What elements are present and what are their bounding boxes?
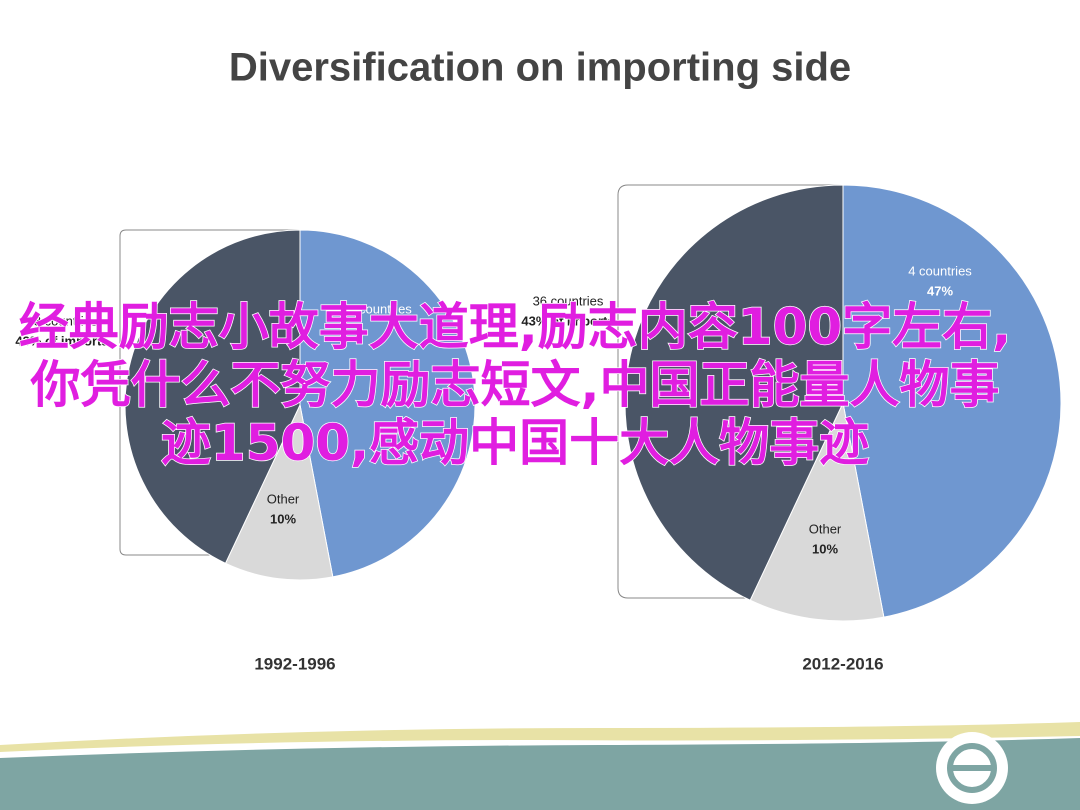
pie-slice bbox=[749, 401, 885, 622]
value-label: 43% of imports bbox=[15, 333, 108, 348]
pie-slice bbox=[842, 184, 1062, 618]
value-label: 10% bbox=[812, 541, 838, 556]
chart-title: 2012-2016 bbox=[802, 654, 883, 673]
pie-slice bbox=[299, 229, 476, 578]
bracket bbox=[119, 229, 300, 556]
slice-label: 4 countries bbox=[908, 263, 972, 278]
slice-label: 3 countries bbox=[348, 301, 412, 316]
chart-title: 1992-1996 bbox=[254, 654, 335, 673]
value-label: 10% bbox=[270, 511, 296, 526]
pie-slice bbox=[624, 184, 844, 601]
slice-label: 18 countries bbox=[27, 313, 98, 328]
slide-title: Diversification on importing side bbox=[229, 46, 851, 90]
bracket bbox=[617, 184, 843, 599]
slice-label: Other bbox=[267, 491, 300, 506]
slice-label: 36 countries bbox=[533, 293, 604, 308]
pie-slice bbox=[224, 403, 334, 581]
overlay-text: 经典励志小故事大道理,励志内容100字左右,你凭什么不努力励志短文,中国正能量人… bbox=[18, 297, 1012, 473]
pie-slice bbox=[124, 229, 301, 565]
value-label: 47% bbox=[927, 283, 953, 298]
decor-band bbox=[0, 738, 1080, 810]
charts: 3 countries Other 10% 18 countries 43% of im… bbox=[15, 184, 1062, 673]
value-label: 43% of imports bbox=[521, 313, 614, 328]
logo bbox=[947, 743, 997, 793]
slice-label: Other bbox=[809, 521, 842, 536]
decor-band bbox=[0, 722, 1080, 752]
